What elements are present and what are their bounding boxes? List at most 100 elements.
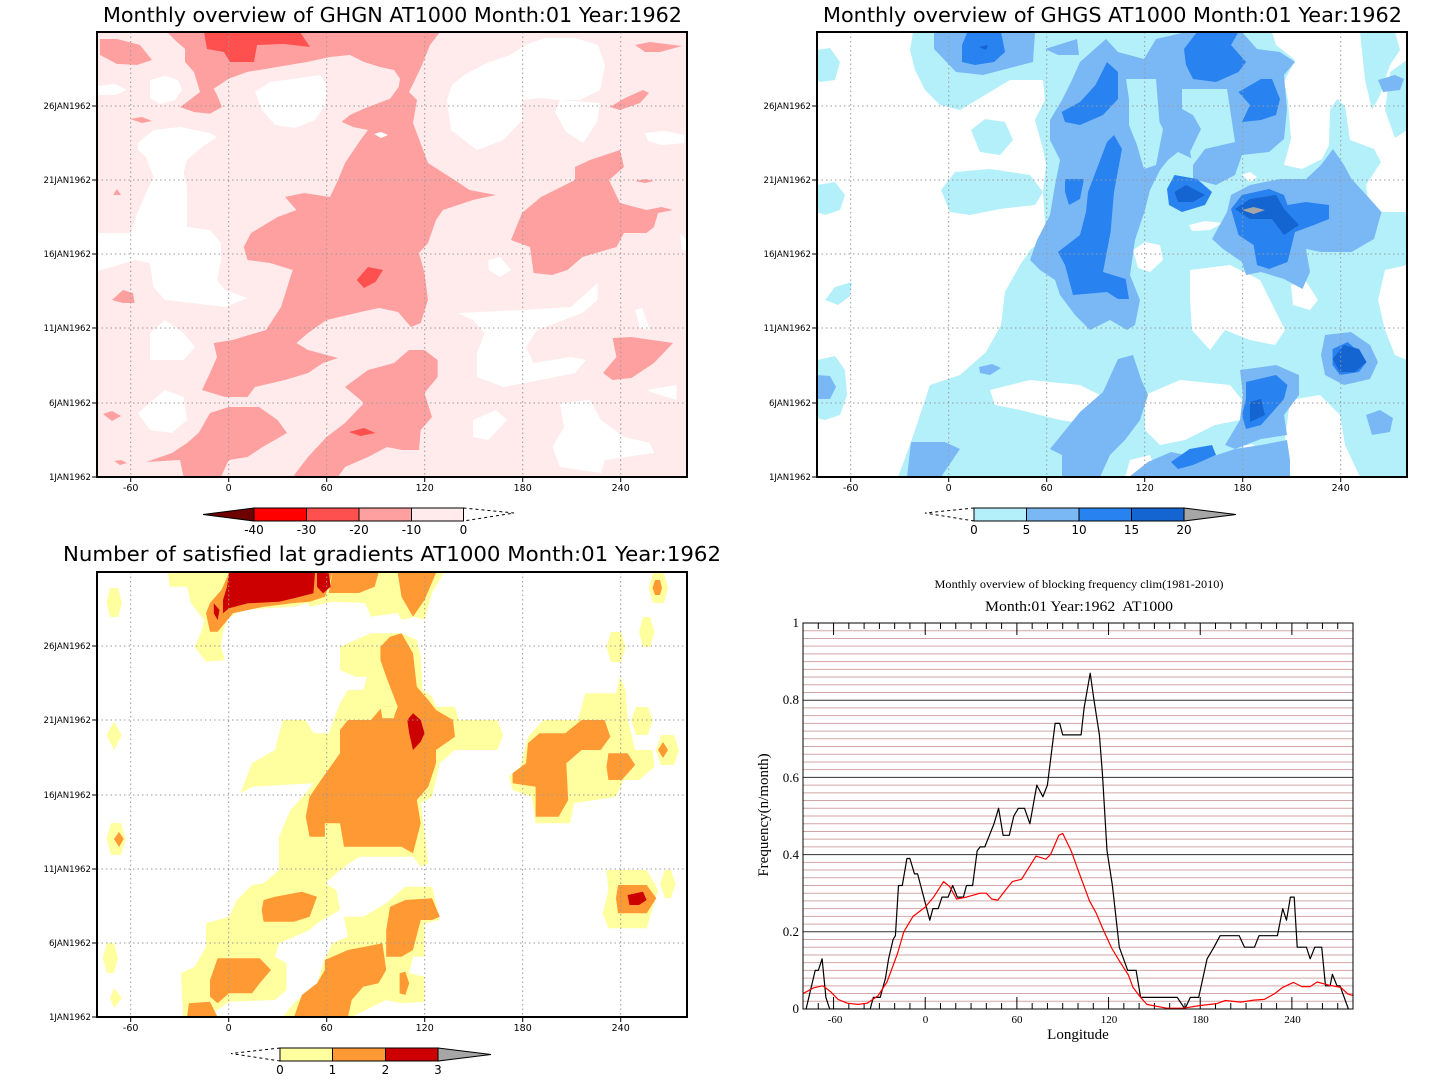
x-tick-label: 240 [1284, 1014, 1301, 1026]
y-tick-label: 21JAN1962 [44, 176, 92, 186]
contour-region-minus20-minus10 [635, 179, 654, 183]
colorbar-label: 0 [460, 523, 468, 537]
y-tick-label: 11JAN1962 [44, 324, 92, 334]
x-tick-label: 240 [612, 1023, 630, 1034]
contour-region-1-2 [658, 742, 668, 758]
gradients-contour-field [97, 572, 687, 1017]
contour-region-minus20-minus10 [610, 90, 649, 110]
contour-region-above-0 [645, 131, 685, 145]
x-tick-label: -60 [123, 1023, 139, 1034]
contour-region-1-2 [294, 943, 387, 1017]
x-tick-label: 60 [321, 483, 333, 494]
colorbar-swatch [411, 507, 464, 522]
contour-region-0-5 [971, 119, 1013, 155]
x-tick-label: 120 [416, 483, 434, 494]
line-chart-x-ticks [817, 623, 1339, 1009]
y-tick-label: 6JAN1962 [49, 399, 91, 409]
y-tick-label: 11JAN1962 [764, 324, 812, 334]
contour-region-0-5 [1126, 79, 1163, 169]
contour-region-minus20-minus10 [112, 290, 135, 303]
contour-region-above-0 [138, 390, 187, 433]
contour-region-1-2 [261, 891, 317, 922]
x-tick-label: 180 [1192, 1014, 1209, 1026]
line-chart-x-axis: -60 0 60 120 180 240 Longitude [828, 1014, 1302, 1043]
contour-region-above-0 [555, 100, 600, 143]
x-tick-label: 180 [514, 483, 532, 494]
line-chart-frame [802, 622, 1354, 1010]
contour-region-2-3 [407, 713, 425, 750]
x-axis-label: Longitude [1047, 1027, 1109, 1043]
y-tick-label: 11JAN1962 [44, 865, 92, 875]
contour-region-0-1 [380, 706, 396, 719]
contour-region-5-10 [1045, 39, 1079, 55]
contour-region-2-3 [627, 891, 647, 905]
contour-region-minus30-minus20 [356, 267, 383, 288]
colorbar-label: 20 [1176, 523, 1191, 537]
blocking-frequency-panel: Monthly overview of blocking frequency c… [756, 579, 1354, 1043]
contour-region-1-2 [512, 720, 611, 817]
contour-region-15-20 [979, 45, 988, 50]
y-tick-label: 0 [793, 1001, 800, 1016]
contour-region-below-0 [1189, 221, 1223, 231]
gradients-title: Number of satisfied lat gradients AT1000… [63, 542, 721, 566]
x-tick-label: 0 [226, 1023, 232, 1034]
contour-region-above-0 [374, 132, 388, 138]
y-tick-label: 0.8 [783, 692, 799, 707]
map-gridlines [97, 572, 687, 1017]
contour-region-minus20-minus10 [100, 39, 152, 65]
contour-region-0-5 [1182, 89, 1235, 165]
ghgn-panel: Monthly overview of GHGN AT1000 Month:01… [44, 3, 688, 537]
contour-region-below-0 [1133, 242, 1163, 272]
ghgn-contour-field [97, 32, 687, 477]
y-tick-label: 1JAN1962 [769, 473, 811, 483]
contour-region-0-1 [106, 721, 122, 750]
line-chart-y-axis: 0 0.2 0.4 0.6 0.8 1 Frequency(n/month) [756, 615, 800, 1016]
contour-region-minus20-minus10 [113, 189, 121, 195]
y-tick-label: 21JAN1962 [44, 716, 92, 726]
contour-region-below-0 [1285, 395, 1360, 477]
colorbar-label: -40 [244, 523, 264, 537]
series-line-0 [805, 672, 1349, 1009]
colorbar-label: 1 [329, 1063, 337, 1077]
contour-region-5-10 [979, 364, 1001, 375]
colorbar-swatch [1026, 507, 1080, 522]
y-tick-label: 1JAN1962 [49, 1013, 91, 1023]
contour-region-0-5 [817, 48, 840, 82]
y-tick-label: 16JAN1962 [44, 250, 92, 260]
colorbar-above-open-triangle [463, 507, 515, 522]
contour-region-above-0 [255, 75, 327, 128]
contour-region-5-10 [1366, 410, 1393, 435]
colorbar-swatch [1131, 507, 1185, 522]
colorbar-label: 0 [970, 523, 978, 537]
contour-region-above-0 [150, 320, 195, 360]
gradients-colorbar: 0 1 2 3 [230, 1047, 492, 1077]
contour-region-0-1 [106, 588, 122, 617]
x-tick-label: 240 [1332, 483, 1350, 494]
contour-region-above-0 [488, 257, 511, 277]
line-chart-title: Monthly overview of blocking frequency c… [935, 579, 1224, 591]
gradients-panel: Number of satisfied lat gradients AT1000… [44, 542, 722, 1077]
contour-region-above-0 [552, 400, 654, 473]
y-tick-label: 16JAN1962 [764, 250, 812, 260]
series-line-1 [803, 832, 1353, 1009]
map-gridlines [97, 32, 687, 477]
colorbar-above-triangle [1183, 507, 1237, 522]
x-tick-label: -60 [828, 1014, 843, 1026]
contour-region-10-15 [1184, 32, 1246, 82]
line-chart-subtitle: Month:01 Year:1962 AT1000 [985, 599, 1173, 615]
ghgn-x-axis: -60 0 60 120 180 240 [123, 477, 630, 494]
gradients-y-axis: 1JAN1962 6JAN1962 11JAN1962 16JAN1962 21… [44, 642, 97, 1023]
contour-region-2-3 [317, 573, 331, 594]
contour-region-1-2 [397, 573, 436, 617]
colorbar-label: -10 [402, 523, 422, 537]
x-tick-label: 0 [226, 483, 232, 494]
y-tick-label: 0.2 [783, 924, 799, 939]
colorbar-below-open-triangle [230, 1047, 281, 1062]
x-tick-label: 60 [321, 1023, 333, 1034]
colorbar-swatch [385, 1047, 439, 1062]
colorbar-label: 2 [382, 1063, 390, 1077]
gradients-x-axis: -60 0 60 120 180 240 [123, 1017, 630, 1034]
contour-region-minus20-minus10 [146, 407, 287, 477]
y-tick-label: 16JAN1962 [44, 791, 92, 801]
